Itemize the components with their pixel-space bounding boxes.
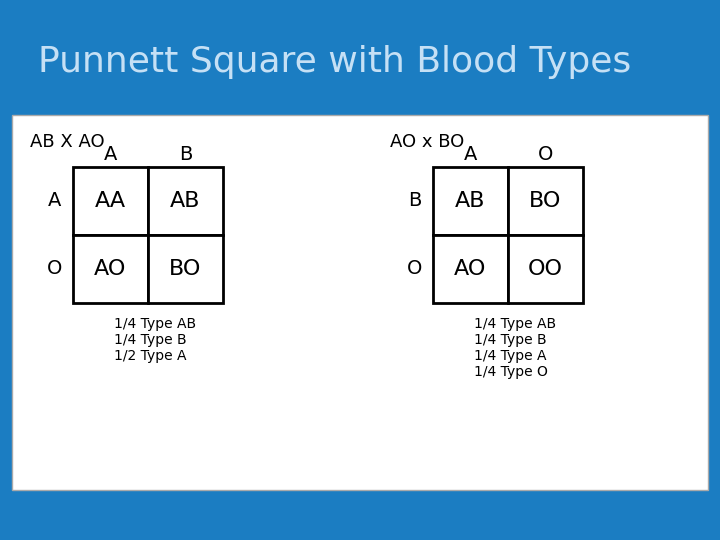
Text: B: B <box>179 145 192 165</box>
Text: BO: BO <box>529 191 562 211</box>
Text: AB X AO: AB X AO <box>30 133 104 151</box>
Bar <box>433 167 508 235</box>
Text: 1/4 Type AB: 1/4 Type AB <box>474 317 557 331</box>
Text: 1/4 Type B: 1/4 Type B <box>114 333 187 347</box>
Text: 1/4 Type B: 1/4 Type B <box>474 333 547 347</box>
Text: BO: BO <box>169 259 202 279</box>
Text: 1/2 Type A: 1/2 Type A <box>114 349 186 363</box>
Bar <box>508 167 583 235</box>
Text: AA: AA <box>95 191 126 211</box>
Bar <box>73 167 148 235</box>
Text: O: O <box>48 260 63 279</box>
Bar <box>148 235 223 303</box>
Text: 1/4 Type O: 1/4 Type O <box>474 365 548 379</box>
Bar <box>433 235 508 303</box>
Text: A: A <box>464 145 477 165</box>
Text: AB: AB <box>455 191 486 211</box>
Text: Punnett Square with Blood Types: Punnett Square with Blood Types <box>38 45 631 79</box>
Text: OO: OO <box>528 259 563 279</box>
Text: 1/4 Type A: 1/4 Type A <box>474 349 546 363</box>
Text: 1/4 Type AB: 1/4 Type AB <box>114 317 197 331</box>
Text: O: O <box>538 145 553 165</box>
Bar <box>73 235 148 303</box>
Text: A: A <box>48 192 62 211</box>
Text: AO: AO <box>94 259 127 279</box>
Text: AB: AB <box>170 191 201 211</box>
Text: A: A <box>104 145 117 165</box>
FancyBboxPatch shape <box>12 115 708 490</box>
Text: O: O <box>408 260 423 279</box>
Text: B: B <box>408 192 422 211</box>
Text: AO x BO: AO x BO <box>390 133 464 151</box>
Bar <box>508 235 583 303</box>
Bar <box>148 167 223 235</box>
Text: AO: AO <box>454 259 487 279</box>
